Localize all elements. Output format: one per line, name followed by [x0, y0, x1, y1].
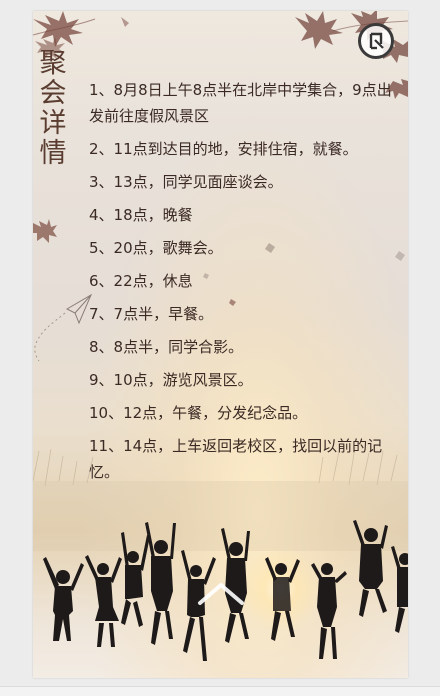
maple-leaf-icon [35, 37, 65, 59]
schedule-item-1: 1、8月8日上午8点半在北岸中学集合，9点出发前往度假风景区 [89, 81, 392, 125]
jumping-crowd-image [43, 520, 408, 661]
schedule-item-6: 6、22点，休息 [89, 272, 193, 290]
page-title: 聚会详情 [39, 48, 67, 169]
schedule-item-5: 5、20点，歌舞会。 [89, 239, 223, 257]
chevron-up-icon[interactable] [196, 579, 246, 607]
invitation-page[interactable]: 聚会详情 1、8月8日上午8点半在北岸中学集合，9点出发前往度假风景区 2、11… [33, 11, 408, 678]
paper-plane-icon [65, 293, 93, 325]
schedule-item-4: 4、18点，晚餐 [89, 206, 193, 224]
schedule-item-7: 7、7点半，早餐。 [89, 305, 214, 323]
schedule-item-11: 11、14点，上车返回老校区，找回以前的记忆。 [89, 437, 383, 481]
music-toggle-icon [369, 32, 384, 50]
schedule-item-3: 3、13点，同学见面座谈会。 [89, 173, 283, 191]
schedule-list: 1、8月8日上午8点半在北岸中学集合，9点出发前往度假风景区 2、11点到达目的… [89, 77, 404, 492]
schedule-item-10: 10、12点，午餐，分发纪念品。 [89, 404, 308, 422]
schedule-item-8: 8、8点半，同学合影。 [89, 338, 244, 356]
schedule-item-9: 9、10点，游览风景区。 [89, 371, 253, 389]
maple-leaf-icon [33, 219, 57, 243]
music-toggle-button[interactable] [358, 23, 394, 59]
page-bottom-edge [0, 686, 440, 696]
schedule-item-2: 2、11点到达目的地，安排住宿，就餐。 [89, 140, 358, 158]
